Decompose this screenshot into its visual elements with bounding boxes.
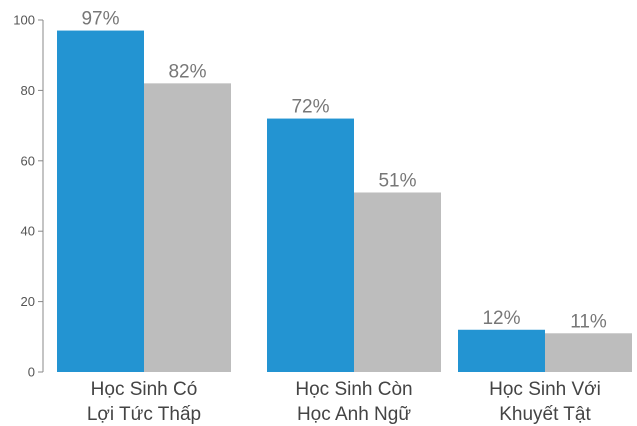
x-category-label: Khuyết Tật [499,404,591,425]
data-label: 97% [81,9,119,30]
bar-series2-2 [354,192,441,372]
data-label: 51% [378,170,416,191]
y-tick-label: 20 [21,294,35,309]
y-axis: 0 20 40 60 80 100 [13,13,44,380]
data-labels: 97% 72% 12% 82% 51% 11% [81,9,606,333]
bars [57,30,632,373]
x-axis: Học Sinh Có Lợi Tức Thấp Học Sinh Còn Học A… [87,379,601,425]
x-category-label: Học Sinh Với [489,379,601,400]
x-category-label: Lợi Tức Thấp [87,404,201,425]
x-category-label: Học Sinh Có [91,379,198,400]
data-label: 72% [291,97,329,118]
bar-series1-2 [267,118,354,372]
data-label: 12% [482,308,520,329]
x-category-label: Học Anh Ngữ [297,404,411,425]
y-tick-label: 60 [21,153,35,168]
x-category-label: Học Sinh Còn [295,379,412,400]
y-tick-label: 0 [28,365,35,380]
bar-series2-3 [545,333,632,372]
bar-series1-1 [57,30,144,373]
bar-series1-3 [458,329,545,372]
data-label: 11% [570,311,607,332]
y-tick-label: 100 [13,13,35,28]
data-label: 82% [168,61,206,82]
y-tick-label: 80 [21,83,35,98]
bar-series2-1 [144,83,231,373]
y-tick-label: 40 [21,224,35,239]
